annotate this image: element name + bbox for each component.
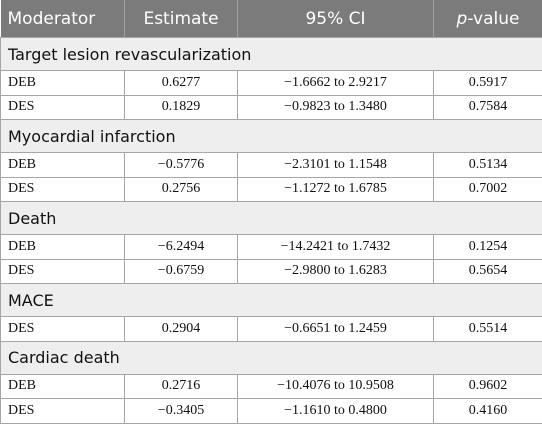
cell: DES [1,95,125,120]
cell: −14.2421 to 1.7432 [238,235,434,260]
section-row: Myocardial infarction [1,120,542,153]
cell: −2.9800 to 1.6283 [238,259,434,284]
cell: DEB [1,374,125,399]
cell: −2.3101 to 1.1548 [238,153,434,178]
cell: 0.5134 [434,153,542,178]
cell: −0.3405 [125,399,238,424]
cell: 0.5654 [434,259,542,284]
cell: 0.9602 [434,374,542,399]
cell: DES [1,399,125,424]
cell: 0.5514 [434,317,542,342]
header-cell: 95% CI [238,0,434,38]
section-title: Death [1,202,542,235]
cell: DES [1,317,125,342]
section-row: Cardiac death [1,341,542,374]
cell: −10.4076 to 10.9508 [238,374,434,399]
cell: −1.1272 to 1.6785 [238,177,434,202]
cell: −1.1610 to 0.4800 [238,399,434,424]
cell: 0.1254 [434,235,542,260]
cell: −0.6759 [125,259,238,284]
cell: DEB [1,71,125,96]
cell: −0.6651 to 1.2459 [238,317,434,342]
header-cell: p-value [434,0,542,38]
header-cell: Moderator [1,0,125,38]
section-row: Target lesion revascularization [1,38,542,71]
section-title: Myocardial infarction [1,120,542,153]
section-title: MACE [1,284,542,317]
cell: 0.5917 [434,71,542,96]
cell: −0.9823 to 1.3480 [238,95,434,120]
section-row: Death [1,202,542,235]
cell: 0.2716 [125,374,238,399]
cell: −6.2494 [125,235,238,260]
cell: DES [1,259,125,284]
section-row: MACE [1,284,542,317]
section-title: Target lesion revascularization [1,38,542,71]
cell: −1.6662 to 2.9217 [238,71,434,96]
cell: DEB [1,153,125,178]
cell: 0.4160 [434,399,542,424]
cell: 0.6277 [125,71,238,96]
cell: 0.1829 [125,95,238,120]
cell: 0.7584 [434,95,542,120]
cell: −0.5776 [125,153,238,178]
section-title: Cardiac death [1,341,542,374]
cell: DEB [1,235,125,260]
header-cell: Estimate [125,0,238,38]
cell: DES [1,177,125,202]
cell: 0.2904 [125,317,238,342]
cell: 0.7002 [434,177,542,202]
cell: 0.2756 [125,177,238,202]
